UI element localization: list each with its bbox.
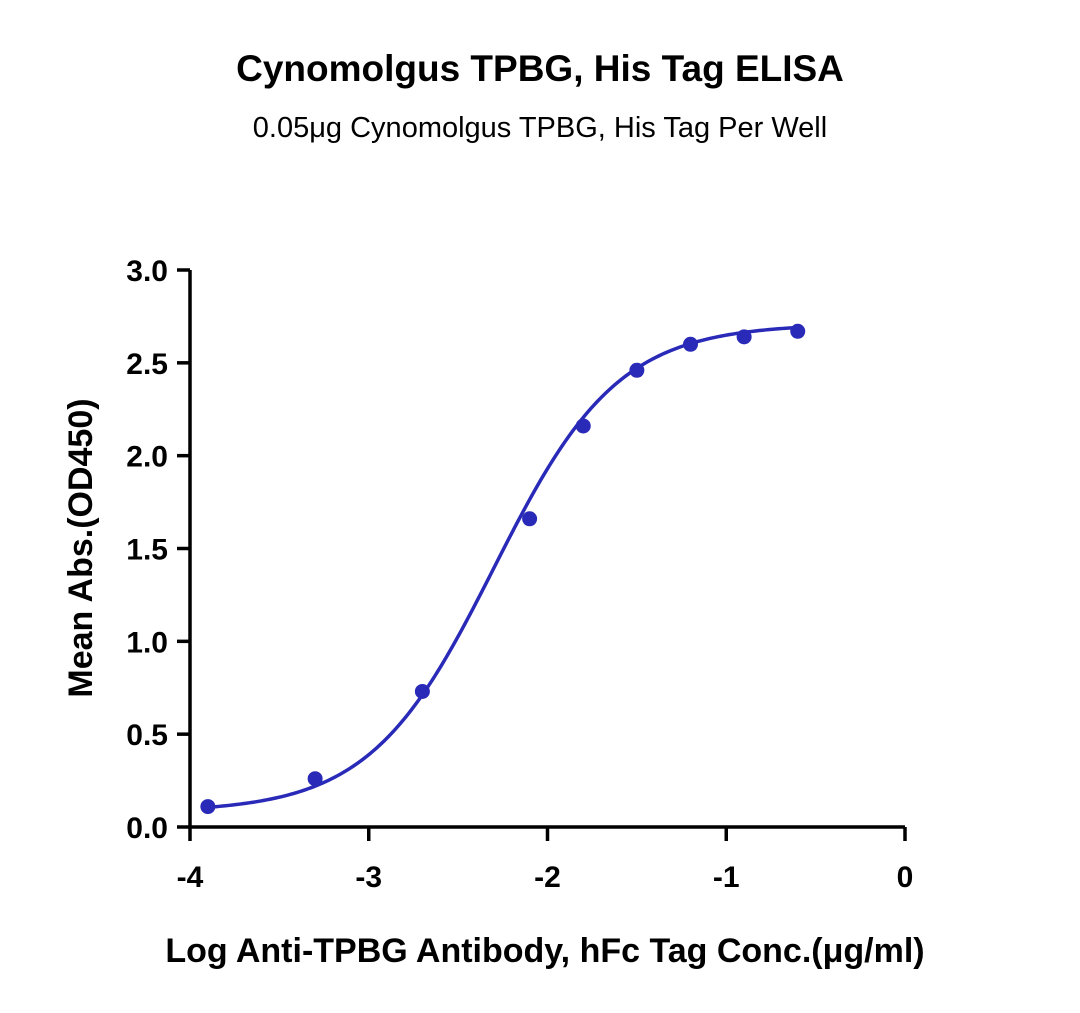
x-axis-label: Log Anti-TPBG Antibody, hFc Tag Conc.(μg… (165, 932, 924, 970)
data-points (200, 323, 806, 815)
y-tick-label: 2.5 (126, 348, 168, 381)
data-point (522, 511, 538, 527)
x-tick-label: 0 (897, 861, 914, 894)
y-axis-label: Mean Abs.(OD450) (62, 398, 100, 697)
data-point (575, 418, 591, 434)
y-tick-label: 1.0 (126, 626, 168, 659)
data-point (736, 329, 752, 345)
y-tick-label: 2.0 (126, 441, 168, 474)
chart-title: Cynomolgus TPBG, His Tag ELISA (236, 48, 844, 89)
data-point (200, 799, 216, 815)
x-tick-label: -3 (355, 861, 382, 894)
axes: 0.0 0.5 1.0 1.5 2.0 2.5 3.0 -4 -3 -2 -1 0 (126, 255, 913, 894)
x-tick-label: -1 (713, 861, 740, 894)
data-point (790, 323, 806, 339)
x-tick-label: -4 (177, 861, 204, 894)
chart-subtitle: 0.05μg Cynomolgus TPBG, His Tag Per Well (252, 112, 828, 144)
y-tick-label: 3.0 (126, 255, 168, 288)
data-point (683, 336, 698, 352)
data-point (629, 362, 645, 378)
fit-curve (207, 325, 798, 810)
x-tick-label: -2 (534, 861, 561, 894)
y-tick-label: 0.5 (126, 719, 168, 752)
y-tick-label: 0.0 (126, 812, 168, 845)
data-point (307, 771, 323, 787)
y-tick-label: 1.5 (126, 534, 168, 567)
data-point (414, 683, 430, 699)
